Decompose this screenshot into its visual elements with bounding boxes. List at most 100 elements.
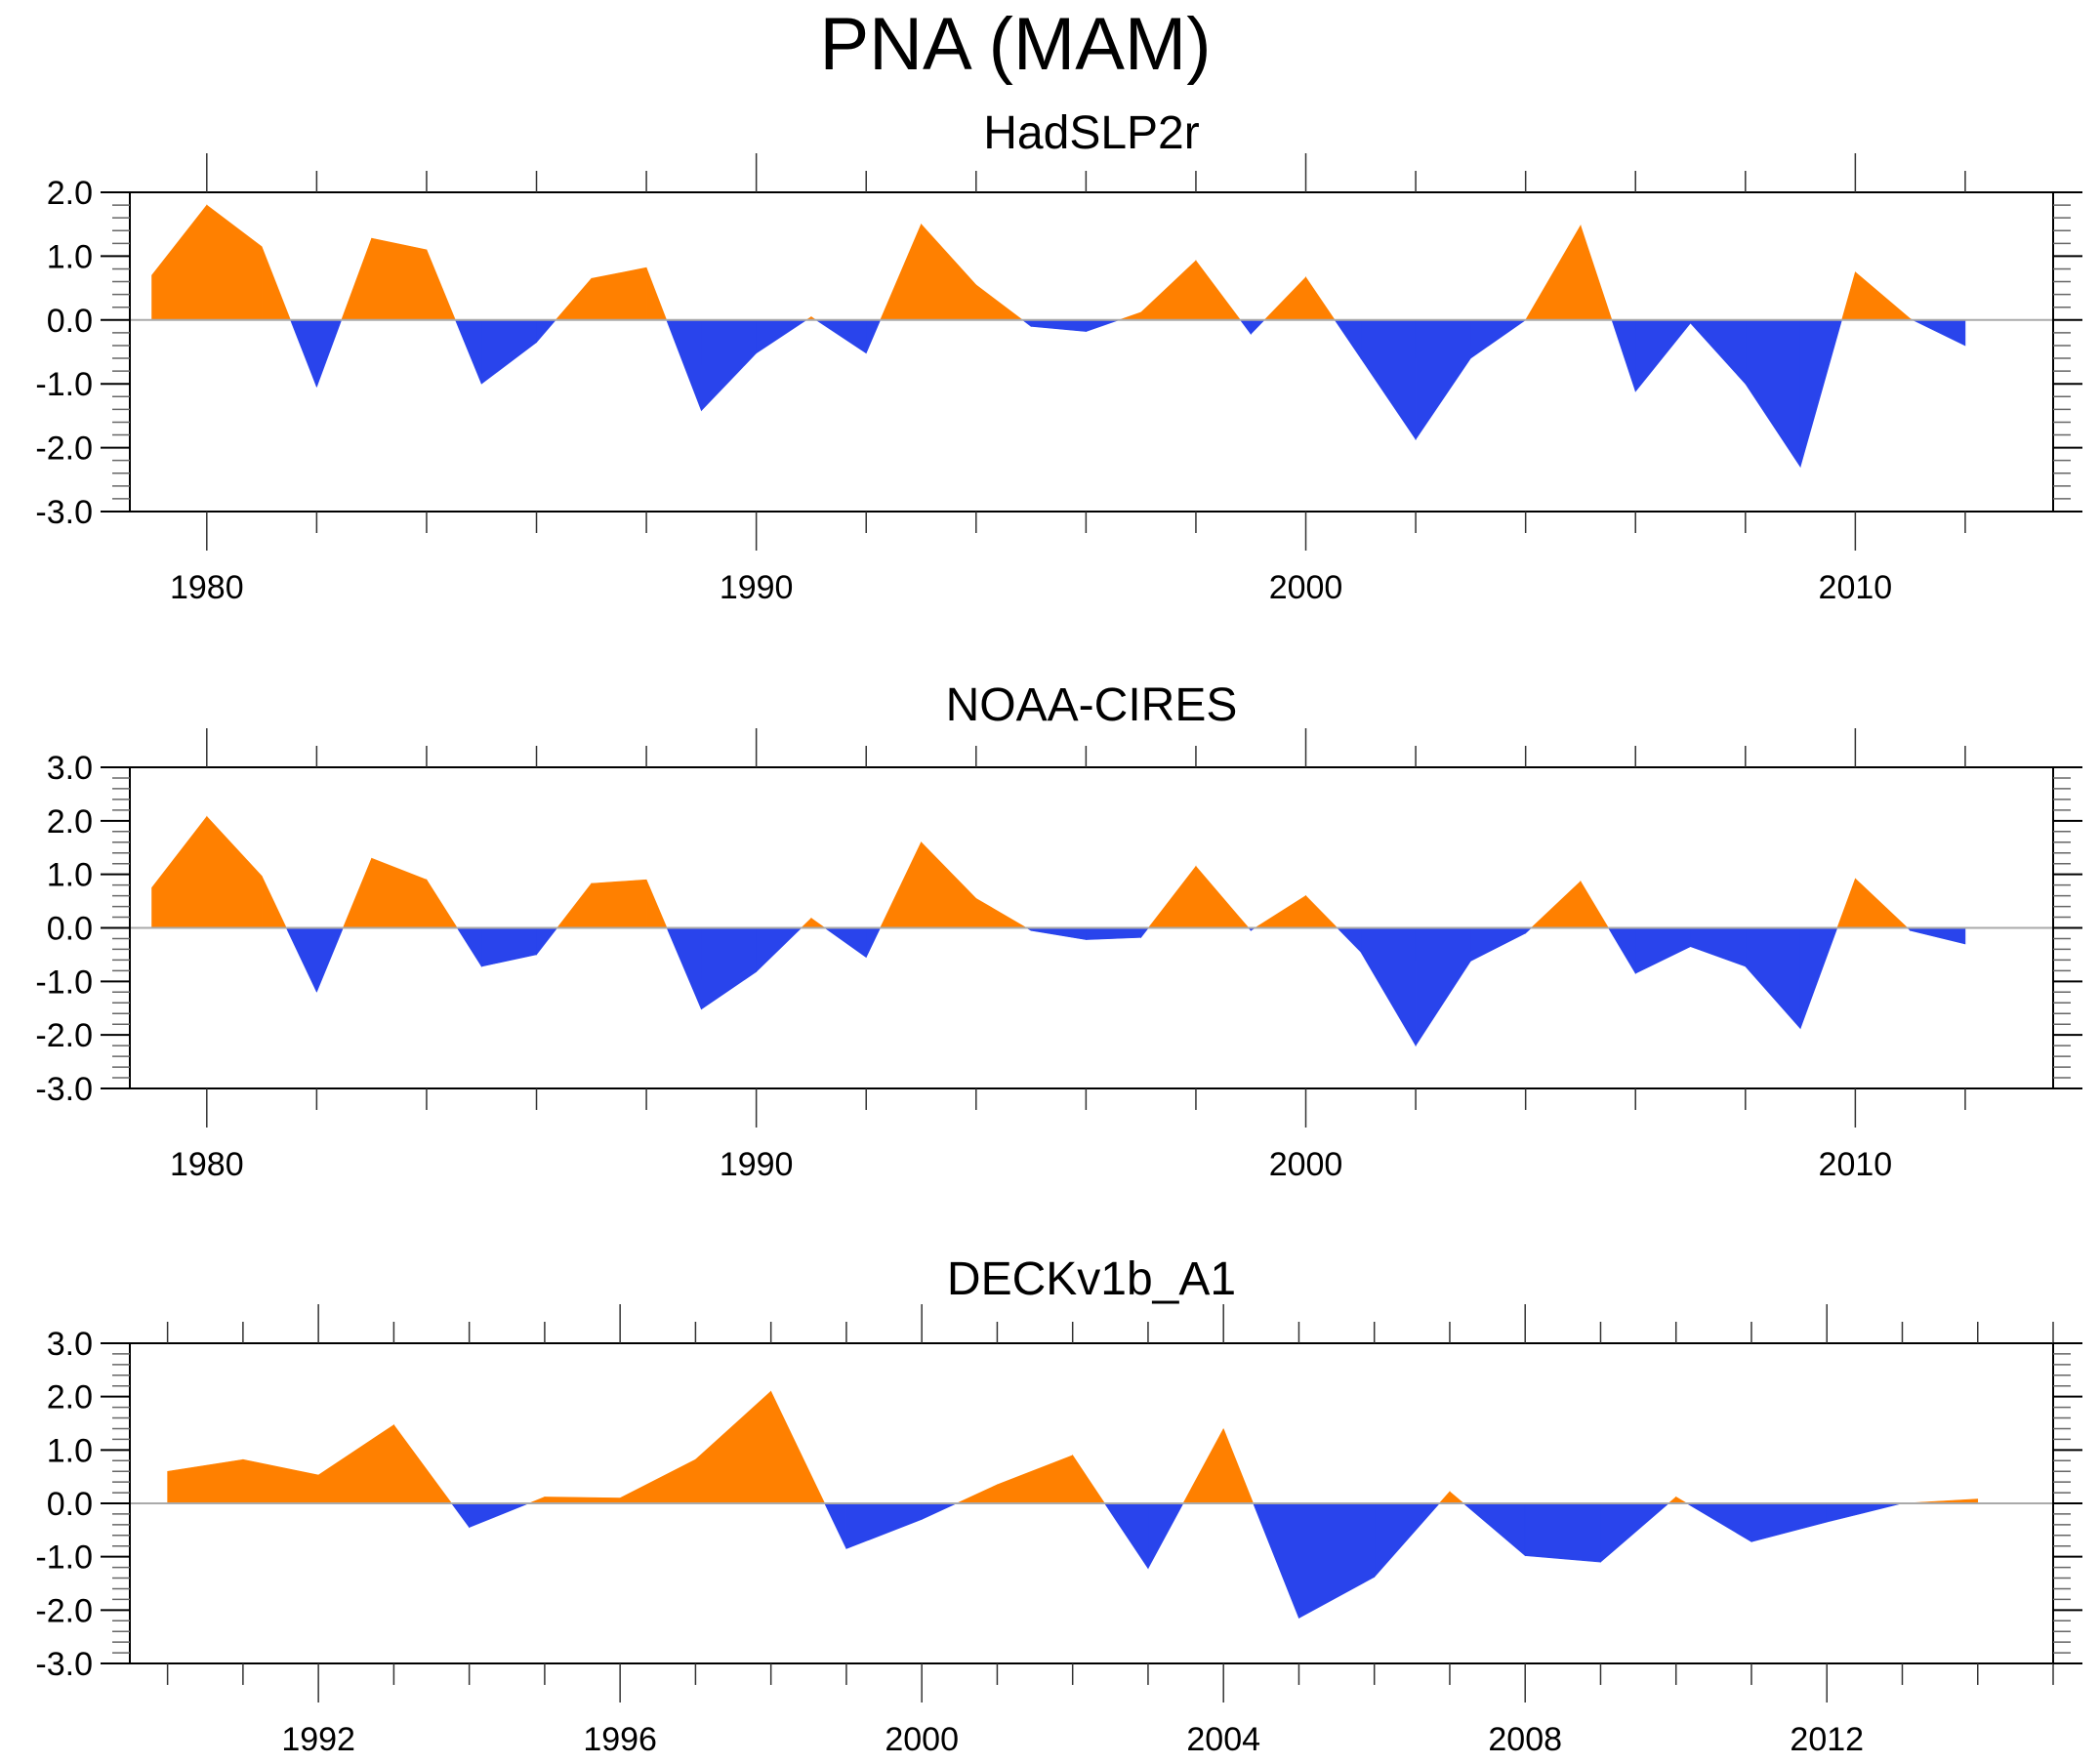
panel-title: HadSLP2r: [983, 107, 1199, 159]
x-tick-label: 1996: [583, 1721, 657, 1758]
negative-area: [1524, 1502, 1601, 1563]
positive-area: [645, 267, 668, 321]
positive-area: [645, 880, 668, 928]
negative-area: [1415, 319, 1471, 441]
positive-area: [1305, 276, 1336, 321]
x-tick-label: 2008: [1488, 1721, 1562, 1758]
positive-area: [1530, 881, 1582, 928]
negative-area: [536, 319, 556, 344]
positive-area: [1438, 1491, 1451, 1504]
positive-area: [1855, 878, 1909, 928]
positive-area: [426, 249, 456, 321]
negative-area: [921, 1502, 957, 1520]
negative-area: [1826, 1502, 1903, 1523]
positive-area: [1305, 894, 1338, 928]
negative-area: [1239, 319, 1252, 336]
y-tick-label: 2.0: [47, 1379, 93, 1416]
negative-area: [1360, 927, 1417, 1047]
positive-area: [556, 882, 593, 928]
positive-area: [261, 246, 291, 321]
positive-area: [393, 1423, 453, 1504]
panel-title: NOAA-CIRES: [946, 679, 1238, 731]
negative-area: [1374, 1502, 1441, 1579]
negative-area: [1415, 927, 1471, 1047]
negative-area: [666, 319, 702, 411]
y-tick-label: 1.0: [47, 238, 93, 275]
positive-area: [921, 841, 977, 928]
x-tick-label: 2004: [1186, 1721, 1260, 1758]
positive-area: [1195, 865, 1250, 928]
x-tick-label: 2000: [1269, 1146, 1343, 1183]
negative-area: [1298, 1502, 1376, 1620]
negative-area: [1336, 927, 1362, 953]
x-tick-label: 2010: [1819, 1146, 1893, 1183]
negative-area: [469, 1502, 529, 1529]
positive-area: [975, 897, 1028, 928]
negative-area: [1147, 1502, 1184, 1569]
negative-area: [814, 319, 867, 354]
positive-area: [695, 1390, 771, 1504]
negative-area: [1799, 319, 1842, 468]
x-tick-label: 1990: [720, 1146, 794, 1183]
negative-area: [450, 1502, 470, 1529]
negative-area: [1634, 927, 1691, 974]
negative-area: [701, 927, 757, 1010]
x-tick-label: 2000: [1269, 569, 1343, 606]
negative-area: [1910, 927, 1966, 945]
positive-area: [1195, 260, 1242, 321]
negative-area: [1611, 319, 1636, 392]
y-tick-label: 0.0: [47, 911, 93, 948]
positive-area: [242, 1458, 319, 1504]
x-tick-label: 1992: [281, 1721, 355, 1758]
negative-area: [1030, 927, 1087, 940]
negative-area: [1334, 319, 1362, 360]
negative-area: [865, 927, 882, 958]
positive-area: [341, 237, 372, 321]
negative-area: [1913, 319, 1966, 347]
positive-area: [770, 1391, 826, 1504]
panel-2: NOAA-CIRES 1980 1990 2000 2010 3.0 2.0 1.0 0.0 -1…: [35, 679, 2082, 1183]
positive-area: [1147, 865, 1197, 928]
negative-area: [1745, 927, 1801, 1030]
y-tick-label: 3.0: [47, 750, 93, 787]
negative-area: [1690, 927, 1747, 967]
y-tick-label: 0.0: [47, 1486, 93, 1523]
positive-area: [371, 237, 428, 321]
negative-area: [1799, 927, 1838, 1029]
panel-title: DECKv1b_A1: [947, 1253, 1236, 1305]
negative-area: [1086, 927, 1141, 940]
y-tick-label: -3.0: [35, 1646, 93, 1683]
negative-area: [1470, 319, 1527, 359]
negative-area: [1690, 319, 1747, 385]
negative-area: [1607, 927, 1636, 975]
positive-area: [1140, 260, 1197, 321]
positive-area: [880, 224, 922, 321]
positive-area: [1222, 1428, 1255, 1504]
x-tick-label: 2000: [885, 1721, 959, 1758]
negative-area: [1634, 319, 1691, 392]
negative-area: [823, 927, 867, 959]
positive-area: [1182, 1428, 1224, 1504]
negative-area: [1103, 1502, 1149, 1570]
positive-area: [921, 223, 977, 321]
y-tick-label: 2.0: [47, 803, 93, 841]
positive-area: [261, 876, 287, 928]
positive-area: [1855, 271, 1911, 321]
y-tick-label: 1.0: [47, 1432, 93, 1469]
negative-area: [865, 319, 882, 353]
negative-area: [1462, 1502, 1526, 1557]
main-title: PNA (MAM): [819, 3, 1212, 86]
negative-area: [1685, 1502, 1752, 1542]
positive-area: [810, 918, 826, 928]
negative-area: [1253, 1502, 1299, 1619]
positive-area: [426, 879, 458, 928]
negative-area: [1750, 1502, 1828, 1542]
y-tick-label: -3.0: [35, 494, 93, 531]
negative-area: [1470, 927, 1526, 962]
y-tick-label: 1.0: [47, 857, 93, 894]
y-tick-label: -3.0: [35, 1071, 93, 1108]
negative-area: [536, 927, 558, 956]
negative-area: [845, 1502, 923, 1549]
positive-area: [206, 815, 263, 928]
